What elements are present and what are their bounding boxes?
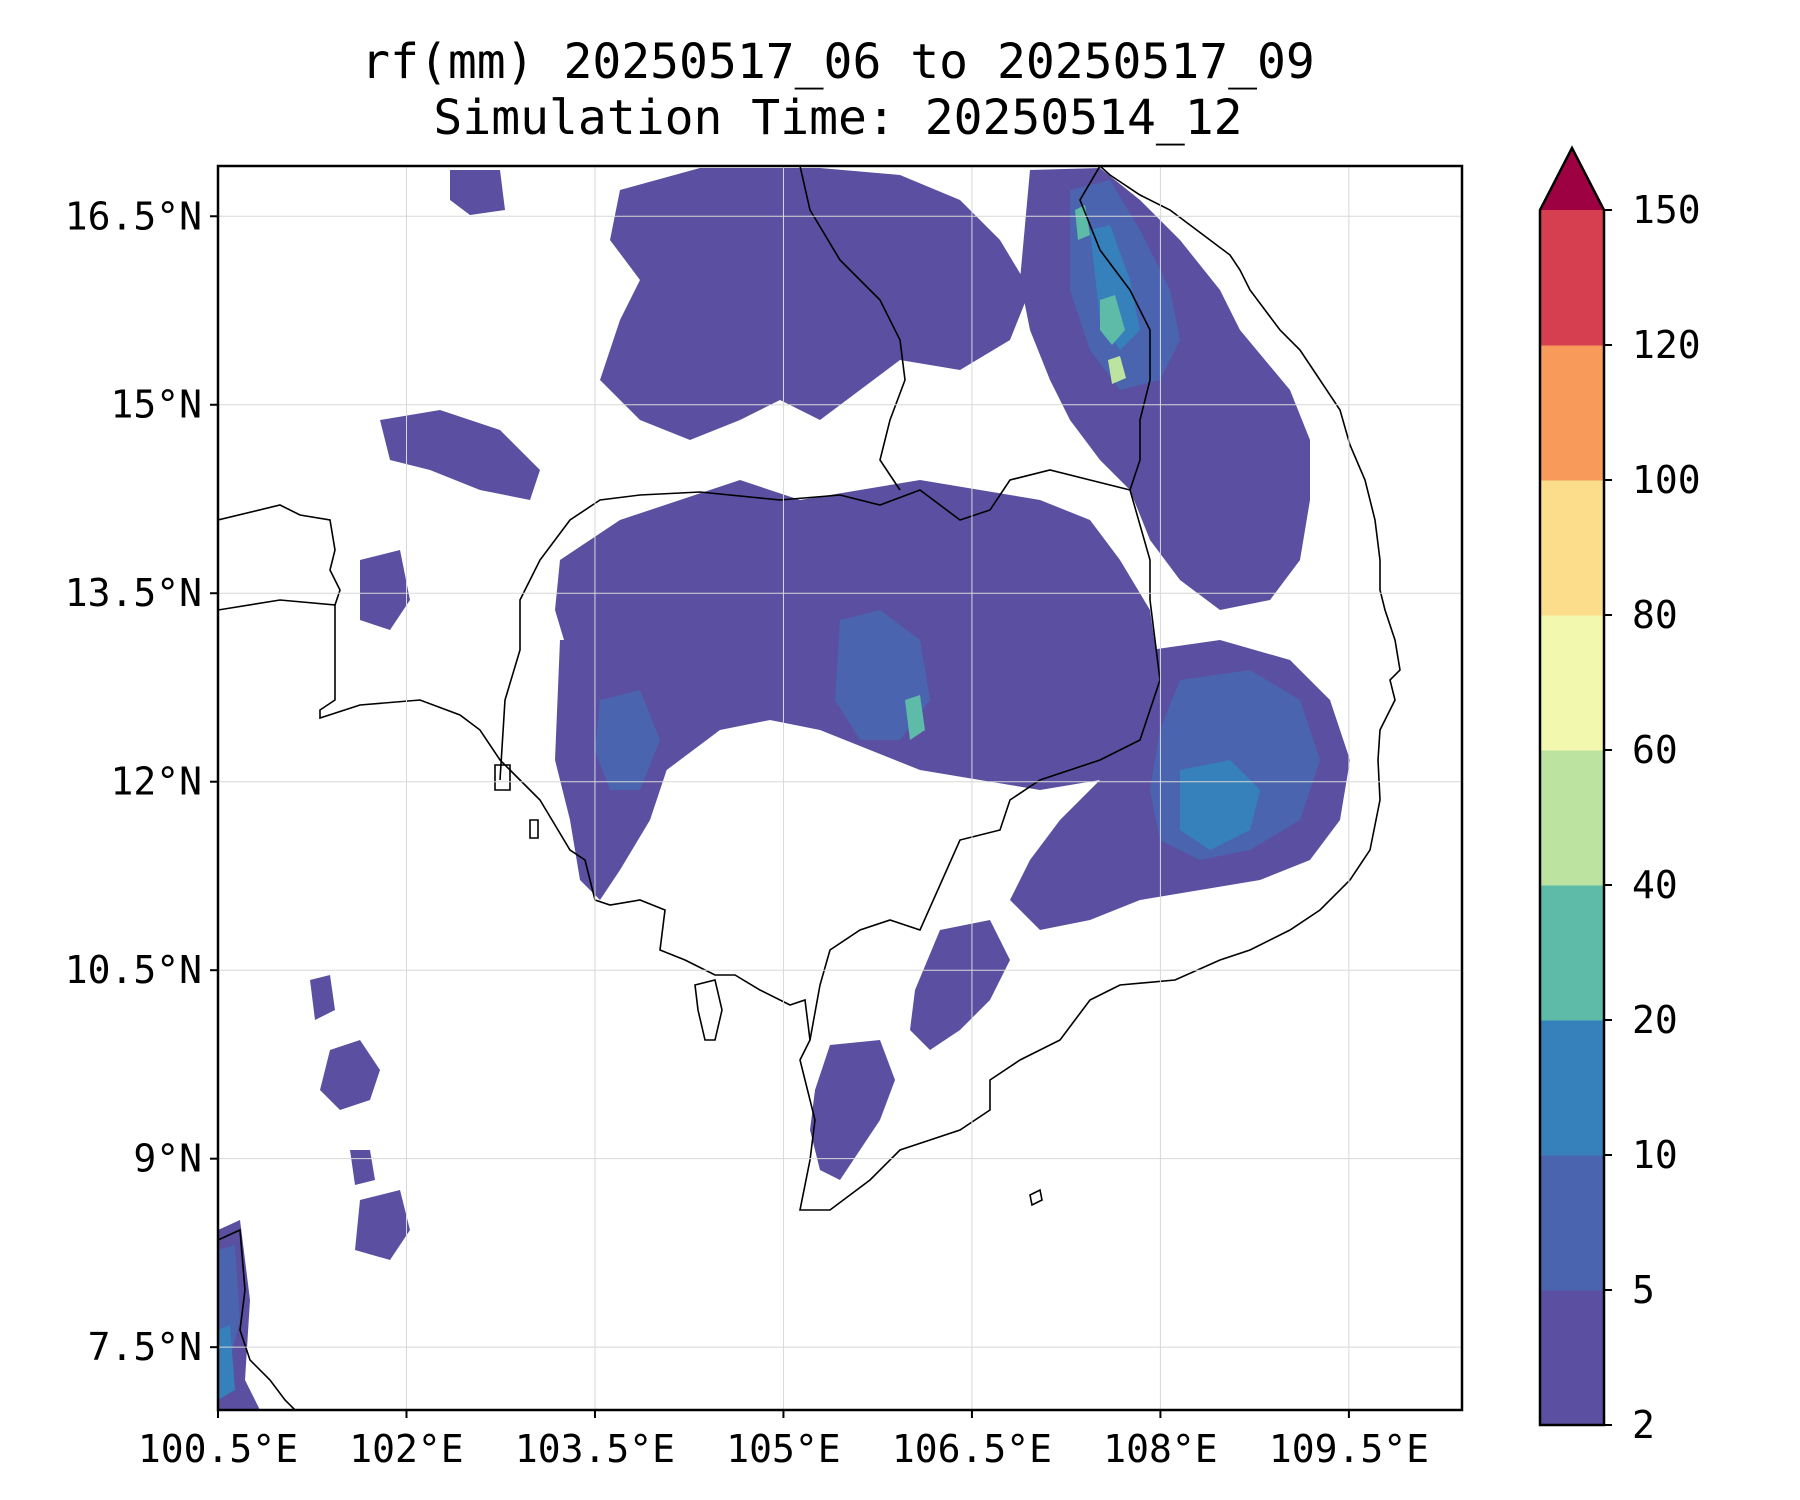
rain-region-thai-1 <box>380 410 540 500</box>
rain-region-delta <box>810 1040 895 1180</box>
rain-region-gulf-1 <box>320 1040 380 1110</box>
colorbar-segment <box>1540 750 1604 886</box>
lat-tick-label: 16.5°N <box>65 194 202 238</box>
longitude-axis: 100.5°E 102°E 103.5°E 105°E 106.5°E 108°E 109.… <box>138 1410 1429 1471</box>
colorbar-segment <box>1540 1155 1604 1291</box>
lat-tick-label: 12°N <box>110 760 202 804</box>
colorbar-tick-label: 20 <box>1632 998 1678 1042</box>
lat-tick-label: 9°N <box>133 1137 202 1181</box>
colorbar-segment <box>1540 1290 1604 1426</box>
border-laos-thai <box>799 166 906 491</box>
rain-moderate-4 <box>595 690 660 790</box>
coastline-mainland <box>218 166 1401 1211</box>
lat-tick-label: 13.5°N <box>65 571 202 615</box>
colorbar-segment <box>1540 345 1604 481</box>
colorbar-segment <box>1540 1020 1604 1156</box>
title-line-1: rf(mm) 20250517_06 to 20250517_09 <box>361 34 1315 90</box>
lat-tick-label: 7.5°N <box>88 1325 202 1369</box>
colorbar-segment <box>1540 210 1604 346</box>
rain-heavy-3 <box>218 1325 235 1400</box>
colorbar-extend-triangle <box>1540 148 1604 210</box>
map-frame <box>216 164 1464 1412</box>
coastlines <box>218 166 1401 1410</box>
colorbar-outline <box>1538 145 1606 1427</box>
island-phuquoc <box>694 979 723 1041</box>
map-panel[interactable] <box>216 164 1464 1412</box>
colorbar-tick-label: 2 <box>1632 1403 1655 1447</box>
lon-tick-label: 109.5°E <box>1269 1427 1429 1471</box>
lat-tick-label: 10.5°N <box>65 948 202 992</box>
rain-region-north-central <box>600 168 1030 440</box>
colorbar-segment <box>1540 885 1604 1021</box>
lon-tick-label: 106.5°E <box>892 1427 1052 1471</box>
border-thai-cambodia-north <box>499 469 1131 781</box>
rain-extreme-1 <box>1108 356 1126 384</box>
island-3 <box>1029 1188 1043 1207</box>
rain-region-delta-east <box>910 920 1010 1050</box>
island-2 <box>529 819 539 839</box>
rain-heavy-1 <box>1180 760 1260 850</box>
gridlines <box>218 166 1462 1410</box>
coastline-peninsula <box>218 1228 296 1410</box>
border-thai-cambodia <box>218 504 341 606</box>
colorbar-segment <box>1540 480 1604 616</box>
title-line-2: Simulation Time: 20250514_12 <box>433 90 1242 146</box>
rain-region-thai-2 <box>360 550 410 630</box>
lon-tick-label: 105°E <box>726 1427 840 1471</box>
colorbar-tick-label: 10 <box>1632 1133 1678 1177</box>
colorbar-tick-label: 150 <box>1632 188 1701 232</box>
rain-region-thai-3 <box>450 170 505 215</box>
colorbar-tick-label: 40 <box>1632 863 1678 907</box>
lon-tick-label: 103.5°E <box>515 1427 675 1471</box>
colorbar-tick-label: 120 <box>1632 323 1701 367</box>
rain-veryheavy-1 <box>1100 295 1125 345</box>
lon-tick-label: 108°E <box>1103 1427 1217 1471</box>
colorbar-tick-label: 5 <box>1632 1268 1655 1312</box>
rainfall-field <box>218 168 1350 1410</box>
colorbar-tick-label: 100 <box>1632 458 1701 502</box>
lon-tick-label: 100.5°E <box>138 1427 298 1471</box>
lat-tick-label: 15°N <box>110 383 202 427</box>
rain-region-gulf-4 <box>310 975 335 1020</box>
rain-region-gulf-2 <box>355 1190 410 1260</box>
border-cambodia-vietnam <box>809 489 1161 1041</box>
colorbar-tick-label: 60 <box>1632 728 1678 772</box>
colorbar-segment <box>1540 615 1604 751</box>
latitude-axis: 16.5°N 15°N 13.5°N 12°N 10.5°N 9°N 7.5°N <box>65 194 218 1369</box>
rain-veryheavy-2 <box>905 695 925 740</box>
colorbar-tick-label: 80 <box>1632 593 1678 637</box>
colorbar: 2 5 10 20 40 60 80 100 120 150 <box>1538 145 1701 1447</box>
lon-tick-label: 102°E <box>349 1427 463 1471</box>
